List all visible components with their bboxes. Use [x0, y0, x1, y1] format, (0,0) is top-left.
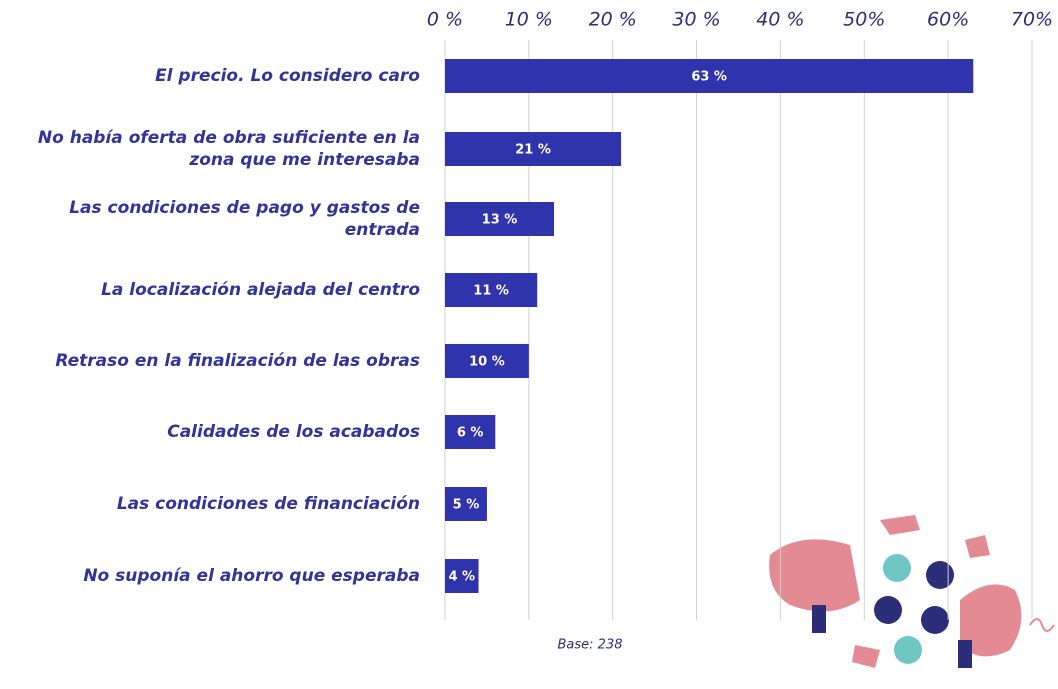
bar: [445, 344, 529, 378]
value-label: 11 %: [473, 284, 509, 299]
category-label: Calidades de los acabados: [167, 422, 420, 442]
x-tick-label: 20 %: [589, 9, 637, 31]
value-label: 10 %: [469, 355, 505, 370]
x-tick-label: 0 %: [427, 9, 463, 31]
bar: [445, 132, 622, 166]
category-label: Las condiciones de financiación: [116, 494, 420, 514]
bar: [445, 202, 555, 236]
value-label: 5 %: [453, 498, 480, 513]
bar: [445, 487, 487, 521]
category-label: La localización alejada del centro: [101, 280, 420, 300]
value-label: 4 %: [448, 570, 475, 585]
bar: [445, 59, 974, 93]
bar: [445, 273, 538, 307]
category-label: No suponía el ahorro que esperaba: [83, 566, 420, 586]
category-label: No había oferta de obra suficiente en la…: [37, 128, 420, 170]
value-label: 63 %: [691, 70, 727, 85]
x-tick-label: 30 %: [672, 9, 720, 31]
x-tick-label: 50%: [843, 9, 885, 31]
category-label: Retraso en la finalización de las obras: [55, 351, 420, 371]
annotation: Base: 238: [558, 638, 623, 653]
value-label: 13 %: [482, 213, 518, 228]
value-label: 21 %: [515, 143, 551, 158]
x-tick-label: 70%: [1011, 9, 1053, 31]
category-label: Las condiciones de pago y gastos de entr…: [69, 198, 420, 240]
value-label: 6 %: [457, 426, 484, 441]
bar: [445, 559, 479, 593]
piggy-illustration: [769, 515, 1055, 668]
x-tick-label: 10 %: [505, 9, 553, 31]
x-tick-label: 40 %: [756, 9, 804, 31]
x-tick-label: 60%: [927, 9, 969, 31]
category-label: El precio. Lo considero caro: [155, 66, 420, 86]
bar: [445, 415, 496, 449]
